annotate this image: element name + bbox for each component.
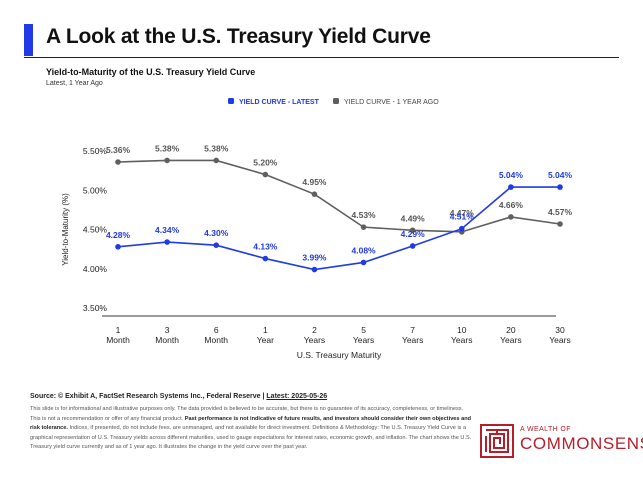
data-label: 5.04% <box>548 170 573 180</box>
disclaimer-bold: Past performance is not indicative of fu… <box>30 415 472 432</box>
y-tick-label: 5.50% <box>83 146 108 156</box>
data-label: 4.95% <box>302 177 327 187</box>
latest-date: Latest: 2025-05-26 <box>266 393 328 400</box>
data-point <box>115 243 121 250</box>
legend-swatch <box>228 98 234 104</box>
x-tick-label: 1 Year <box>257 325 274 345</box>
series-line <box>117 159 561 233</box>
title-accent-bar <box>24 24 33 56</box>
data-point <box>262 255 269 262</box>
x-tick-label: 3 Month <box>155 325 179 345</box>
data-label: 5.38% <box>204 143 229 153</box>
maze-logo-icon <box>480 424 514 458</box>
x-tick-label: 5 Years <box>353 325 374 345</box>
disclaimer-part-1: This slide is for informational and illu… <box>30 406 464 422</box>
data-point <box>557 221 563 227</box>
data-label: 4.47% <box>450 208 475 218</box>
x-tick-label: 2 Years <box>304 325 325 345</box>
data-point <box>409 227 416 234</box>
data-point <box>360 259 367 266</box>
data-point <box>311 191 318 197</box>
data-label: 4.53% <box>352 210 377 220</box>
legend-label: YIELD CURVE - 1 YEAR AGO <box>344 99 439 106</box>
data-point <box>557 184 563 190</box>
data-label: 4.51% <box>450 212 475 222</box>
y-axis-title: Yield-to-Maturity (%) <box>61 193 70 266</box>
data-label: 4.28% <box>106 230 131 240</box>
data-label: 5.38% <box>155 143 180 153</box>
data-label: 4.08% <box>352 245 377 255</box>
data-label: 4.49% <box>401 213 426 223</box>
x-axis-title: U.S. Treasury Maturity <box>297 350 382 360</box>
data-point <box>164 157 170 164</box>
x-tick-label: 30 Years <box>549 325 570 345</box>
chart-series-note: Latest, 1 Year Ago <box>46 80 103 87</box>
data-label: 4.57% <box>548 207 573 217</box>
data-point <box>213 157 220 164</box>
data-point <box>311 266 318 273</box>
legend-label: YIELD CURVE - LATEST <box>239 99 320 106</box>
y-tick-label: 3.50% <box>83 303 108 313</box>
x-tick-label: 6 Month <box>204 325 228 345</box>
data-point <box>360 224 367 230</box>
page-title: A Look at the U.S. Treasury Yield Curve <box>46 25 431 48</box>
data-point <box>458 225 465 232</box>
data-label: 4.13% <box>253 242 278 252</box>
data-label: 4.29% <box>401 229 426 239</box>
data-label: 3.99% <box>302 253 327 263</box>
source-line: Source: © Exhibit A, FactSet Research Sy… <box>30 393 327 400</box>
brand-logo: A WEALTH OF COMMONSENSE <box>480 423 643 459</box>
x-tick-label: 20 Years <box>500 325 521 345</box>
logo-text-top: A WEALTH OF <box>520 426 571 433</box>
data-label: 4.34% <box>155 225 180 235</box>
chart-subtitle: Yield-to-Maturity of the U.S. Treasury Y… <box>46 67 256 77</box>
y-tick-label: 4.00% <box>83 264 108 274</box>
data-point <box>508 214 514 220</box>
series-line <box>117 186 560 271</box>
data-label: 5.04% <box>499 170 524 180</box>
legend-swatch <box>333 98 339 104</box>
data-label: 4.30% <box>204 228 229 238</box>
x-tick-label: 1 Month <box>106 325 130 345</box>
data-point <box>409 243 416 249</box>
x-tick-label: 7 Years <box>402 325 423 345</box>
data-label: 5.36% <box>106 145 131 155</box>
data-label: 5.20% <box>253 158 278 168</box>
y-tick-label: 5.00% <box>83 185 108 195</box>
logo-text-bottom: COMMONSENSE <box>520 434 643 453</box>
title-divider <box>24 57 619 58</box>
y-tick-label: 4.50% <box>83 225 108 235</box>
data-point <box>262 171 269 178</box>
yield-curve-chart: 3.50% 4.00% 4.50% 5.00% 5.50% Yield-to-Maturi… <box>61 98 573 360</box>
data-point <box>164 239 170 245</box>
data-point <box>508 184 514 190</box>
source-label: Source: © Exhibit A, FactSet Research Sy… <box>30 393 267 400</box>
data-point <box>115 159 121 165</box>
x-tick-label: 10 Years <box>451 325 472 345</box>
disclaimer-part-2: Indices, if presented, do not include fe… <box>30 425 472 451</box>
disclaimer: This slide is for informational and illu… <box>30 405 472 453</box>
data-label: 4.66% <box>499 200 524 210</box>
data-point <box>213 242 220 248</box>
